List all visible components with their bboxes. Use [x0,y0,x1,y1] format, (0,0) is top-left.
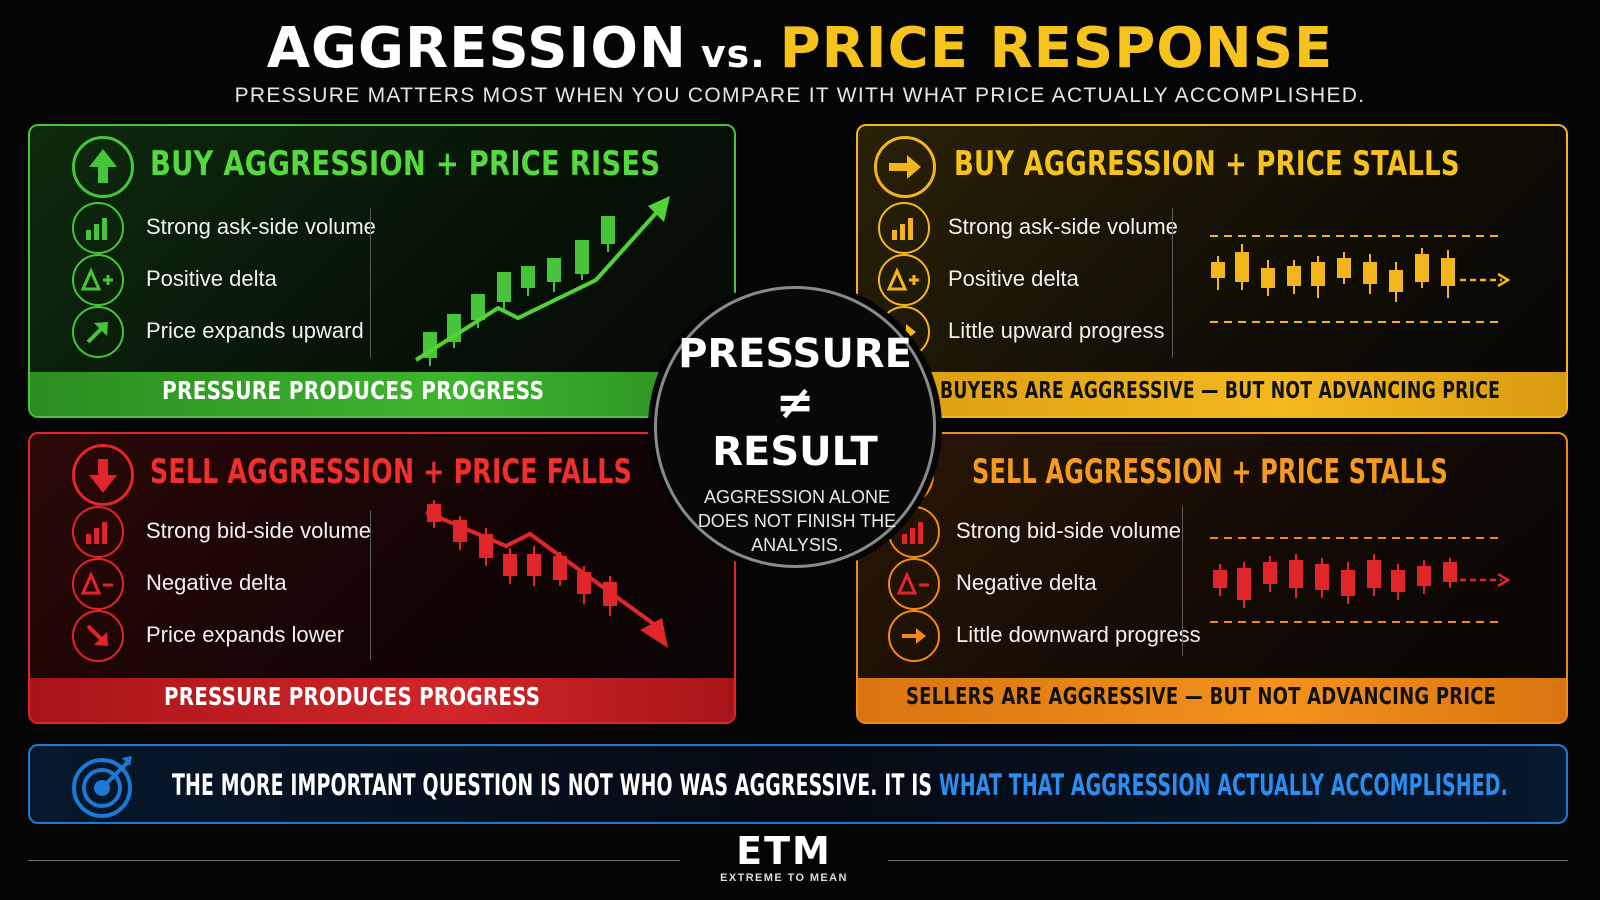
panel-banner: SELLERS ARE AGGRESSIVE — BUT NOT ADVANCI… [858,678,1566,722]
right-arrow-icon [888,610,940,662]
candle [1213,570,1227,588]
divider [370,510,371,660]
footer-rule-left [28,860,680,861]
candle [1391,570,1405,592]
candle [521,266,535,288]
row-text: Strong ask-side volume [146,214,376,239]
divider [1172,208,1173,358]
panel-buy-rise: BUY AGGRESSION + PRICE RISES Strong ask-… [28,124,736,418]
panel-sell-fall: SELL AGGRESSION + PRICE FALLS Strong bid… [28,432,736,724]
banner-text: PRESSURE PRODUCES PROGRESS [162,376,545,405]
banner-text: BUYERS ARE AGGRESSIVE — BUT NOT ADVANCIN… [940,378,1501,404]
candle [503,554,517,576]
center-note: AGGRESSION ALONE DOES NOT FINISH THE ANA… [697,487,897,555]
not-equal-icon: ≠ [775,375,815,429]
panel-banner: BUYERS ARE AGGRESSIVE — BUT NOT ADVANCIN… [858,372,1566,416]
candle [1417,566,1431,586]
etm-logo: ETM [736,829,832,873]
arrow-up-right-icon [72,306,124,358]
center-pressure: PRESSURE [678,331,912,377]
delta-minus-icon [888,558,940,610]
candle [1289,560,1303,588]
candle [547,258,561,282]
delta-minus-icon [72,558,124,610]
target-icon [72,756,132,818]
panel-sell-stall: SELL AGGRESSION + PRICE STALLS Strong bi… [856,432,1568,724]
row-text: Negative delta [956,570,1097,595]
candle [1415,254,1429,282]
row-text: Strong bid-side volume [956,518,1182,543]
title-price-response: PRICE RESPONSE [779,16,1334,81]
candle [1261,268,1275,288]
candle [1311,262,1325,286]
page-subtitle: PRESSURE MATTERS MOST WHEN YOU COMPARE I… [234,84,1366,107]
candle [1237,568,1251,600]
candle [1263,562,1277,584]
up-arrow-icon [72,136,134,198]
divider [1182,506,1183,656]
candle [1443,562,1457,582]
banner-text: SELLERS ARE AGGRESSIVE — BUT NOT ADVANCI… [906,684,1497,710]
panel-banner: PRESSURE PRODUCES PROGRESS [30,372,734,416]
row-text: Little downward progress [956,622,1201,647]
panel-title: BUY AGGRESSION + PRICE RISES [150,144,661,184]
bottom-text-blue: WHAT THAT AGGRESSION ACTUALLY ACCOMPLISH… [938,768,1508,802]
row-text: Little upward progress [948,318,1165,343]
page-title: AGGRESSION vs. PRICE RESPONSE [0,14,1600,89]
title-vs: vs. [700,32,766,76]
bottom-text-white: THE MORE IMPORTANT QUESTION IS NOT WHO W… [172,768,933,802]
candle [1211,262,1225,278]
panel-title: SELL AGGRESSION + PRICE STALLS [972,452,1448,492]
down-arrow-icon [72,444,134,506]
candles-falling-chart [425,500,668,648]
row-text: Positive delta [146,266,277,291]
bar-chart-icon [72,506,124,558]
candle [553,556,567,580]
delta-plus-icon [878,254,930,306]
candle [527,554,541,576]
row-text: Negative delta [146,570,287,595]
panel-banner: PRESSURE PRODUCES PROGRESS [30,678,734,722]
candle [1363,262,1377,284]
candle [601,216,615,244]
panel-buy-stall: BUY AGGRESSION + PRICE STALLS Strong ask… [856,124,1568,418]
logo-tagline: EXTREME TO MEAN [720,872,848,884]
candle [1389,270,1403,292]
bar-chart-icon [72,202,124,254]
delta-plus-icon [72,254,124,306]
center-badge: PRESSURE ≠ RESULT AGGRESSION ALONE DOES … [654,286,936,568]
candle [1441,258,1455,286]
candle [1367,560,1381,588]
candle [1287,266,1301,286]
candles-rising-chart [414,196,670,366]
row-text: Price expands lower [146,622,345,647]
footer-rule-right [888,860,1568,861]
row-text: Price expands upward [146,318,364,343]
panel-title: SELL AGGRESSION + PRICE FALLS [150,452,632,492]
candles-range-chart [1210,537,1511,623]
row-text: Strong ask-side volume [948,214,1178,239]
arrow-down-right-icon [72,610,124,662]
candle [471,294,485,320]
row-text: Strong bid-side volume [146,518,372,543]
bottom-text: THE MORE IMPORTANT QUESTION IS NOT WHO W… [172,768,1508,802]
divider [370,208,371,358]
candle [497,272,511,302]
candle [575,240,589,274]
right-arrow-icon [874,136,936,198]
candle [1337,258,1351,278]
banner-text: PRESSURE PRODUCES PROGRESS [164,682,541,711]
candles-range-chart [1210,235,1511,323]
candle [1315,564,1329,590]
candle [1341,570,1355,596]
panel-title: BUY AGGRESSION + PRICE STALLS [954,144,1460,184]
bottom-callout: THE MORE IMPORTANT QUESTION IS NOT WHO W… [28,744,1568,824]
candle [1235,252,1249,282]
title-aggression: AGGRESSION [266,16,687,81]
row-text: Positive delta [948,266,1079,291]
center-result: RESULT [712,429,878,475]
bar-chart-icon [878,202,930,254]
